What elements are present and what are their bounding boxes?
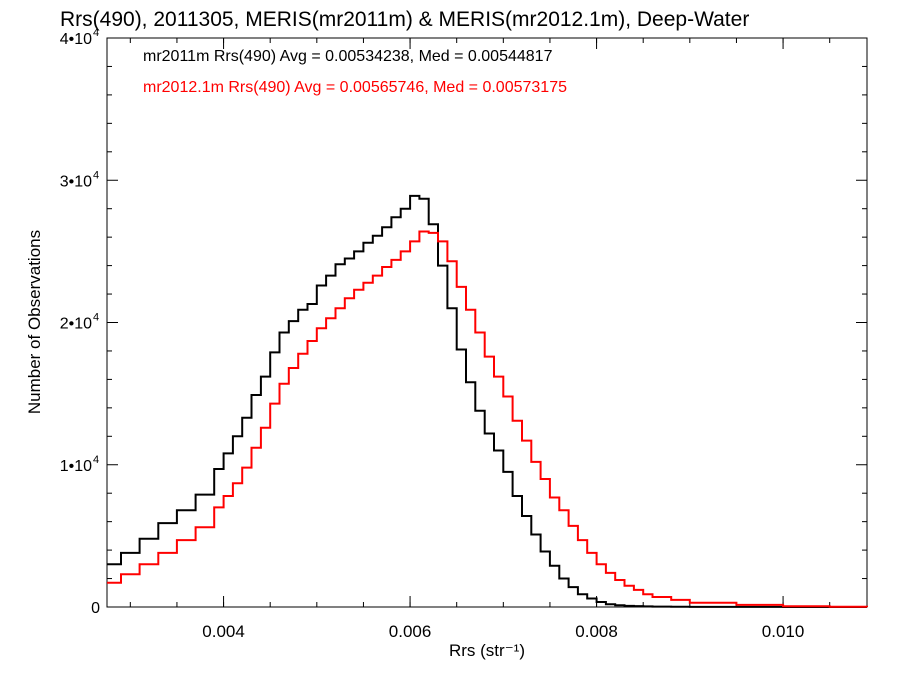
y-tick-exponent: 4 <box>93 169 99 181</box>
legend: mr2011m Rrs(490) Avg = 0.00534238, Med =… <box>143 48 567 96</box>
chart-title: Rrs(490), 2011305, MERIS(mr2011m) & MERI… <box>60 8 749 31</box>
y-axis-ticks: 01•10 42•10 43•10 44•10 4 <box>60 27 867 617</box>
y-tick-label: 3•10 <box>60 173 92 190</box>
y-axis-label: Number of Observations <box>25 230 44 414</box>
series-line-mr2012-1m <box>107 230 868 608</box>
y-tick-label: 0 <box>91 600 100 617</box>
legend-entry-mr2012-1m: mr2012.1m Rrs(490) Avg = 0.00565746, Med… <box>143 79 567 96</box>
x-tick-label: 0.010 <box>762 622 805 641</box>
y-tick-label: 1•10 <box>60 458 92 475</box>
plot-frame <box>106 37 868 608</box>
y-tick-label: 4•10 <box>60 31 92 48</box>
y-tick-label: 2•10 <box>60 316 92 333</box>
legend-entry-mr2011m: mr2011m Rrs(490) Avg = 0.00534238, Med =… <box>143 48 553 65</box>
x-tick-label: 0.004 <box>202 622 245 641</box>
y-tick-exponent: 4 <box>93 27 99 39</box>
x-tick-label: 0.006 <box>389 622 432 641</box>
y-tick-exponent: 4 <box>93 454 99 466</box>
series-lines <box>107 194 868 608</box>
x-axis-ticks: 0.004 0.006 0.008 0.010 <box>129 38 831 641</box>
x-tick-label: 0.008 <box>575 622 618 641</box>
x-axis-label: Rrs (str⁻¹) <box>449 641 525 660</box>
y-tick-exponent: 4 <box>93 312 99 324</box>
series-line-mr2011m <box>107 194 867 608</box>
